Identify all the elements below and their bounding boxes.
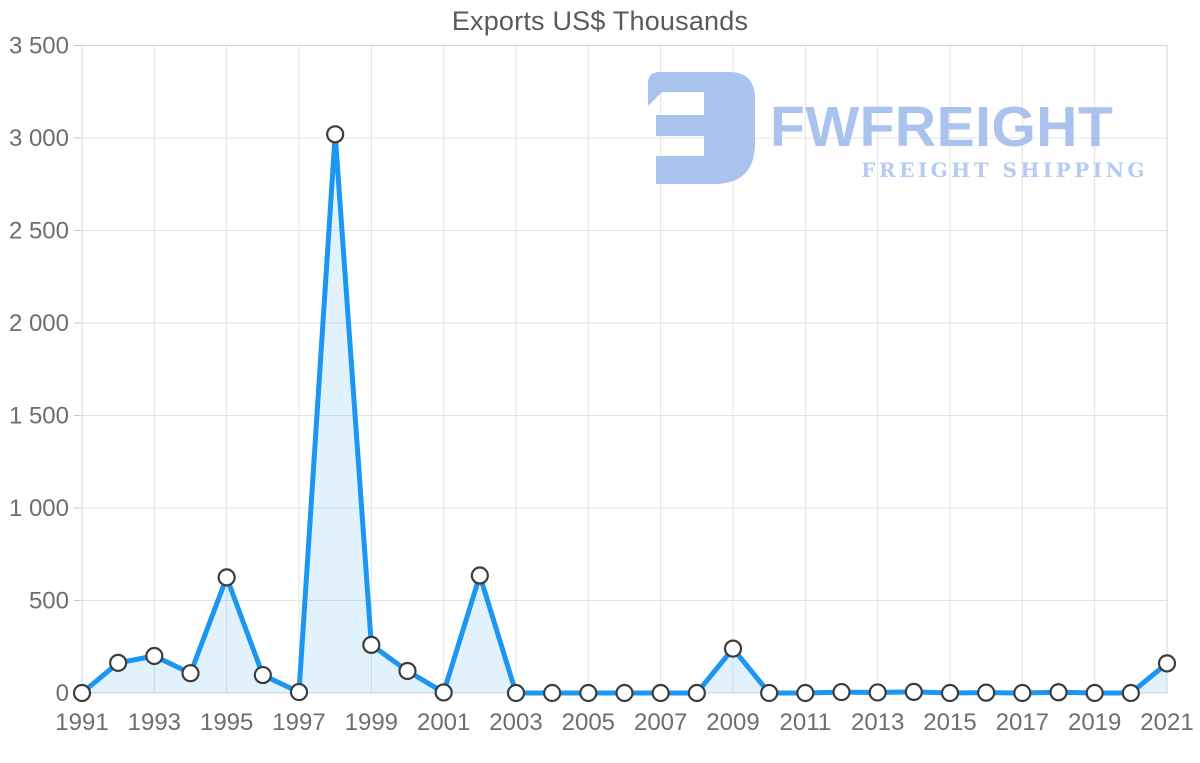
data-point-2019[interactable] [1085,683,1104,703]
plot-border [81,45,1168,694]
series-line [79,131,1170,696]
data-point-2018[interactable] [1049,683,1068,702]
y-tick-label: 1 000 [9,495,69,522]
x-tick-label: 2011 [780,709,832,736]
x-tick-label: 1991 [55,709,108,736]
data-point-2009[interactable] [723,639,743,658]
data-point-2020[interactable] [1121,683,1140,703]
series-area-fill [82,134,1167,694]
x-tick-label: 1999 [345,709,398,736]
x-tick-label: 2021 [1140,709,1193,736]
data-point-1992[interactable] [109,653,128,672]
x-tick-label: 2007 [634,709,687,736]
y-tick-label: 2 500 [9,218,69,245]
data-point-1993[interactable] [145,646,164,666]
x-tick-label: 1993 [128,709,181,736]
x-tick-label: 2009 [706,709,759,736]
data-point-2014[interactable] [904,682,923,701]
y-tick-label: 500 [29,588,69,615]
x-tick-label: 1995 [200,709,253,736]
y-tick-label: 3 500 [9,33,69,60]
x-tick-label: 1997 [272,709,325,736]
x-tick-label: 2015 [923,709,976,736]
data-point-2010[interactable] [760,683,779,703]
x-tick-label: 2001 [417,709,470,736]
data-point-2015[interactable] [940,683,960,703]
y-tick-label: 1 500 [9,403,69,430]
data-point-2008[interactable] [687,683,706,703]
x-tick-label: 2019 [1068,709,1121,736]
data-point-1997[interactable] [289,682,309,702]
data-point-1991[interactable] [72,683,92,703]
y-tick-label: 3 000 [9,125,69,152]
data-point-1998[interactable] [326,125,345,144]
data-point-2005[interactable] [579,683,598,703]
x-tick-label: 2003 [489,709,542,736]
data-point-1999[interactable] [362,635,381,655]
data-point-2012[interactable] [832,682,851,702]
data-point-2011[interactable] [796,683,815,703]
data-point-1995[interactable] [217,568,236,587]
data-point-2021[interactable] [1157,654,1177,673]
chart-title: Exports US$ Thousands [451,6,749,36]
data-point-2016[interactable] [977,683,996,702]
data-point-2004[interactable] [543,683,562,703]
data-point-2001[interactable] [434,683,453,702]
data-point-2013[interactable] [868,683,887,702]
data-point-2007[interactable] [651,683,670,703]
x-tick-label: 2017 [996,709,1049,736]
data-point-2006[interactable] [615,683,634,703]
y-tick-label: 0 [56,680,69,707]
data-point-2000[interactable] [398,661,417,681]
data-point-2003[interactable] [506,683,526,703]
data-point-2017[interactable] [1013,683,1032,703]
y-tick-label: 2 000 [9,310,69,337]
data-point-1996[interactable] [253,665,272,685]
data-point-1994[interactable] [181,664,200,683]
x-tick-label: 2013 [851,709,904,736]
data-point-2002[interactable] [470,566,489,585]
x-tick-label: 2005 [562,709,615,736]
